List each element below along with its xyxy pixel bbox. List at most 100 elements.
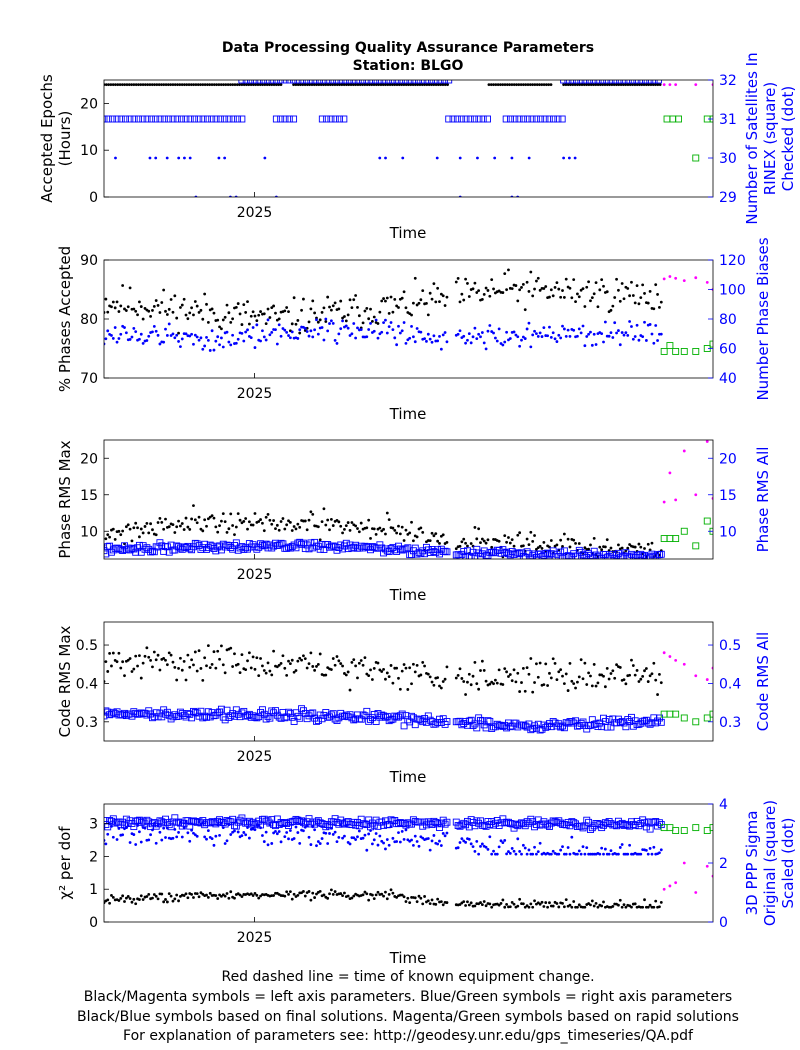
data-point	[147, 655, 151, 659]
data-point	[277, 83, 281, 87]
data-point	[225, 839, 229, 843]
data-point	[104, 842, 108, 846]
data-point	[382, 667, 385, 671]
data-point	[643, 669, 646, 673]
data-point	[324, 83, 328, 87]
data-point	[274, 328, 277, 332]
data-point	[432, 334, 436, 338]
data-point	[624, 80, 632, 84]
left-tick-label: 0	[89, 915, 98, 931]
data-point	[106, 533, 110, 537]
label-line: Code RMS Max	[56, 625, 74, 737]
data-point	[261, 664, 264, 668]
data-point	[479, 669, 482, 672]
data-point	[518, 690, 522, 693]
data-point	[622, 333, 626, 337]
data-point	[329, 710, 337, 718]
data-point	[290, 330, 294, 334]
data-point	[441, 294, 445, 298]
data-point	[173, 294, 177, 298]
right-tick-label: 32	[719, 73, 737, 89]
data-point	[489, 83, 493, 87]
data-point	[624, 331, 628, 334]
data-point	[428, 902, 432, 906]
data-point	[367, 518, 371, 522]
data-point	[313, 828, 317, 832]
data-point	[152, 650, 156, 654]
data-point	[467, 554, 475, 559]
data-point	[106, 832, 110, 836]
data-point	[253, 512, 257, 515]
left-tick-label: 20	[80, 96, 98, 112]
data-point	[421, 836, 425, 840]
data-point	[227, 544, 235, 551]
data-point	[132, 83, 136, 87]
data-point	[590, 296, 594, 300]
data-point	[527, 543, 531, 547]
data-point	[601, 718, 609, 726]
data-point	[218, 893, 221, 897]
data-point	[395, 840, 399, 843]
data-point	[367, 832, 371, 836]
data-point	[374, 532, 378, 536]
data-point	[618, 666, 622, 669]
left-tick-label: 1	[89, 882, 98, 898]
data-point	[585, 846, 589, 850]
data-point	[307, 662, 311, 666]
data-point	[642, 80, 649, 84]
data-point	[210, 307, 214, 311]
data-point	[610, 83, 614, 87]
data-point	[132, 897, 136, 901]
data-point	[521, 335, 525, 339]
data-point	[680, 348, 688, 355]
data-point	[266, 843, 270, 847]
data-point	[574, 541, 577, 545]
x-axis-label: Time	[389, 224, 427, 242]
data-point	[441, 533, 445, 537]
data-point	[400, 329, 404, 333]
data-point	[628, 843, 632, 847]
data-point	[415, 549, 423, 557]
data-point	[218, 833, 221, 837]
data-point	[398, 710, 406, 718]
data-point	[544, 821, 552, 829]
data-point	[285, 330, 289, 334]
data-point	[158, 311, 162, 314]
data-point	[180, 303, 184, 307]
data-point	[415, 327, 419, 330]
data-point	[274, 311, 277, 315]
data-point	[281, 115, 289, 123]
data-point	[220, 336, 223, 340]
data-point	[526, 83, 530, 87]
data-point	[191, 539, 199, 547]
data-point	[128, 841, 132, 844]
right-axis-label: Number Phase Biases	[754, 237, 772, 400]
data-point	[217, 156, 221, 160]
data-point	[503, 667, 507, 671]
data-point	[549, 288, 553, 292]
data-point	[587, 332, 591, 336]
data-point	[600, 278, 604, 281]
data-point	[397, 524, 400, 528]
data-point	[171, 711, 179, 719]
data-point	[307, 334, 311, 338]
data-point	[164, 658, 167, 662]
data-point	[628, 83, 632, 87]
data-point	[192, 313, 195, 317]
data-point	[430, 839, 434, 843]
data-point	[111, 300, 115, 304]
data-point	[235, 83, 239, 87]
data-point	[507, 675, 510, 678]
data-point	[467, 672, 471, 676]
data-point	[532, 115, 540, 123]
data-point	[244, 545, 251, 553]
data-point	[520, 286, 523, 289]
data-point	[557, 333, 561, 337]
data-point	[626, 83, 630, 87]
data-point	[426, 332, 430, 336]
data-point	[180, 835, 184, 839]
data-point	[149, 314, 152, 318]
data-point	[577, 80, 585, 84]
data-point	[654, 283, 658, 287]
data-point	[505, 902, 508, 906]
